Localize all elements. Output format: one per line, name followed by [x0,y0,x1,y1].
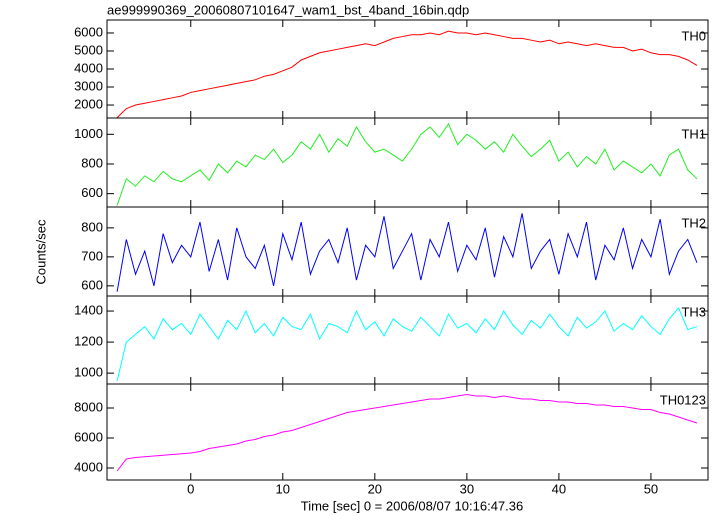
panel-label: TH1 [681,126,706,141]
x-tick-label: 10 [276,481,290,496]
panel-frame [106,295,709,385]
x-axis-label: Time [sec] 0 = 2006/08/07 10:16:47.36 [301,498,523,513]
panel-frame [106,117,709,208]
panel-label: TH2 [681,215,706,230]
y-tick-label: 1000 [74,365,103,380]
y-tick-label: 5000 [74,42,103,57]
panel-label: TH0123 [660,392,706,407]
y-tick-label: 2000 [74,96,103,111]
panel-frame [106,19,709,119]
light-curve [116,393,698,472]
y-tick-label: 800 [81,219,103,234]
panel-label: TH3 [681,304,706,319]
y-tick-label: 4000 [74,60,103,75]
y-tick-label: 600 [81,277,103,292]
y-tick-label: 1400 [74,302,103,317]
y-tick-label: 600 [81,185,103,200]
y-tick-label: 700 [81,248,103,263]
panel-frame [106,206,709,297]
chart-title: ae999990369_20060807101647_wam1_bst_4ban… [107,2,469,17]
light-curve [116,307,698,382]
x-tick-label: 50 [644,481,658,496]
x-tick-label: 0 [187,481,194,496]
light-curve [116,30,698,118]
light-curve [116,122,698,206]
x-tick-label: 30 [460,481,474,496]
y-tick-label: 4000 [74,459,103,474]
panel-frame [106,383,709,481]
y-tick-label: 6000 [74,24,103,39]
light-curve [116,213,698,292]
y-axis-label: Counts/sec [33,219,48,285]
y-tick-label: 3000 [74,78,103,93]
y-tick-label: 6000 [74,429,103,444]
y-tick-label: 800 [81,155,103,170]
x-tick-label: 20 [368,481,382,496]
y-tick-label: 8000 [74,399,103,414]
panel-label: TH0 [681,28,706,43]
y-tick-label: 1000 [74,126,103,141]
x-tick-label: 40 [552,481,566,496]
y-tick-label: 1200 [74,334,103,349]
